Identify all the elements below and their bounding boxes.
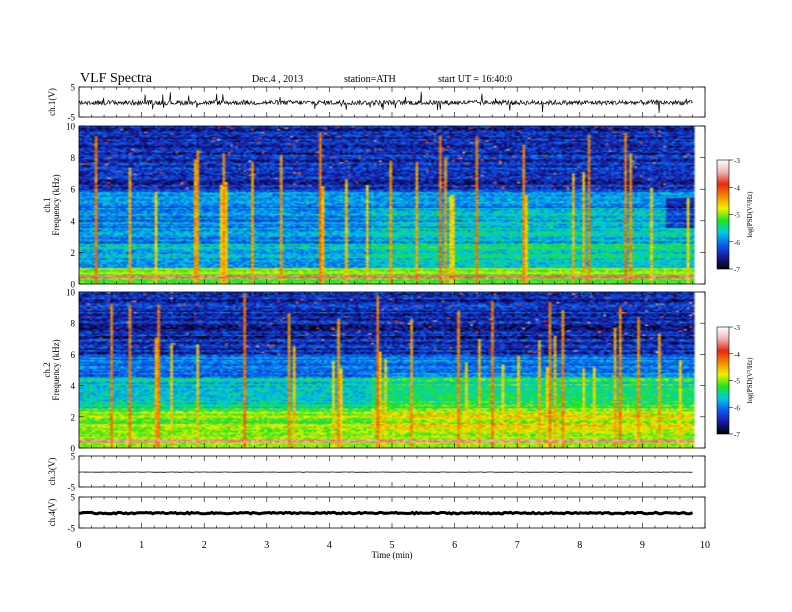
station-label: station=ATH <box>344 74 396 85</box>
y-axis-label: ch.1 <box>42 197 52 212</box>
colorbar-tick-label: -3 <box>734 324 740 332</box>
y-tick-label: 0 <box>71 280 76 290</box>
start-ut-label: start UT = 16:40:0 <box>438 74 513 85</box>
y-axis-label: ch.1(V) <box>47 88 57 116</box>
colorbar-1 <box>716 159 730 270</box>
x-tick-label: 0 <box>77 540 82 551</box>
x-tick-label: 10 <box>700 540 710 551</box>
colorbar-tick-label: -6 <box>734 239 740 247</box>
y-tick-label: -5 <box>68 113 76 123</box>
x-tick-label: 2 <box>202 540 207 551</box>
x-tick-label: 9 <box>640 540 645 551</box>
x-tick-label: 7 <box>515 540 520 551</box>
y-tick-label: 8 <box>71 153 76 163</box>
y-tick-label: 2 <box>71 412 76 422</box>
ch1-spectrogram-image <box>79 126 705 284</box>
y-tick-label: 4 <box>71 216 76 226</box>
colorbar-tick-label: -3 <box>734 157 740 165</box>
y-axis-label: Frequency (kHz) <box>51 339 61 400</box>
colorbar-2 <box>716 326 730 435</box>
colorbar-label: log(PSD(V²/Hz) <box>746 357 754 404</box>
colorbar-tick-label: -7 <box>734 431 740 439</box>
colorbar-tick-label: -4 <box>734 184 740 192</box>
x-tick-label: 1 <box>139 540 144 551</box>
figure-title: VLF Spectra <box>80 71 152 86</box>
y-tick-label: 8 <box>71 319 76 329</box>
colorbar-tick-label: -5 <box>734 378 740 386</box>
colorbar-tick-label: -4 <box>734 351 740 359</box>
colorbar-tick-label: -6 <box>734 404 740 412</box>
y-tick-label: 4 <box>71 381 76 391</box>
ch2-spectrogram-image <box>79 292 705 448</box>
x-axis-label: Time (min) <box>372 550 413 560</box>
y-axis-label: ch.4(V) <box>47 499 57 527</box>
y-axis-label: Frequency (kHz) <box>51 174 61 235</box>
y-tick-label: 10 <box>66 122 76 132</box>
y-tick-label: 5 <box>71 83 76 93</box>
y-tick-label: 5 <box>71 452 76 462</box>
colorbar-label: log(PSD(V²/Hz) <box>746 191 754 238</box>
y-tick-label: 10 <box>66 288 76 298</box>
y-tick-label: 5 <box>71 493 76 503</box>
y-tick-label: 6 <box>71 350 76 360</box>
ch4-waveform-line <box>78 510 694 516</box>
y-tick-label: -5 <box>68 483 76 493</box>
ch1-waveform-line <box>78 91 693 113</box>
x-tick-label: 5 <box>390 540 395 551</box>
colorbar-tick-label: -5 <box>734 212 740 220</box>
colorbar-tick-label: -7 <box>734 266 740 274</box>
y-tick-label: -5 <box>68 524 76 534</box>
y-tick-label: 6 <box>71 185 76 195</box>
x-tick-label: 4 <box>327 540 332 551</box>
y-tick-label: 0 <box>71 444 76 454</box>
y-axis-label: ch.2 <box>42 362 52 377</box>
y-tick-label: 2 <box>71 248 76 258</box>
x-tick-label: 6 <box>452 540 457 551</box>
x-tick-label: 3 <box>264 540 269 551</box>
x-tick-label: 8 <box>577 540 582 551</box>
y-axis-label: ch.3(V) <box>47 458 57 486</box>
date-label: Dec.4 , 2013 <box>252 74 304 85</box>
